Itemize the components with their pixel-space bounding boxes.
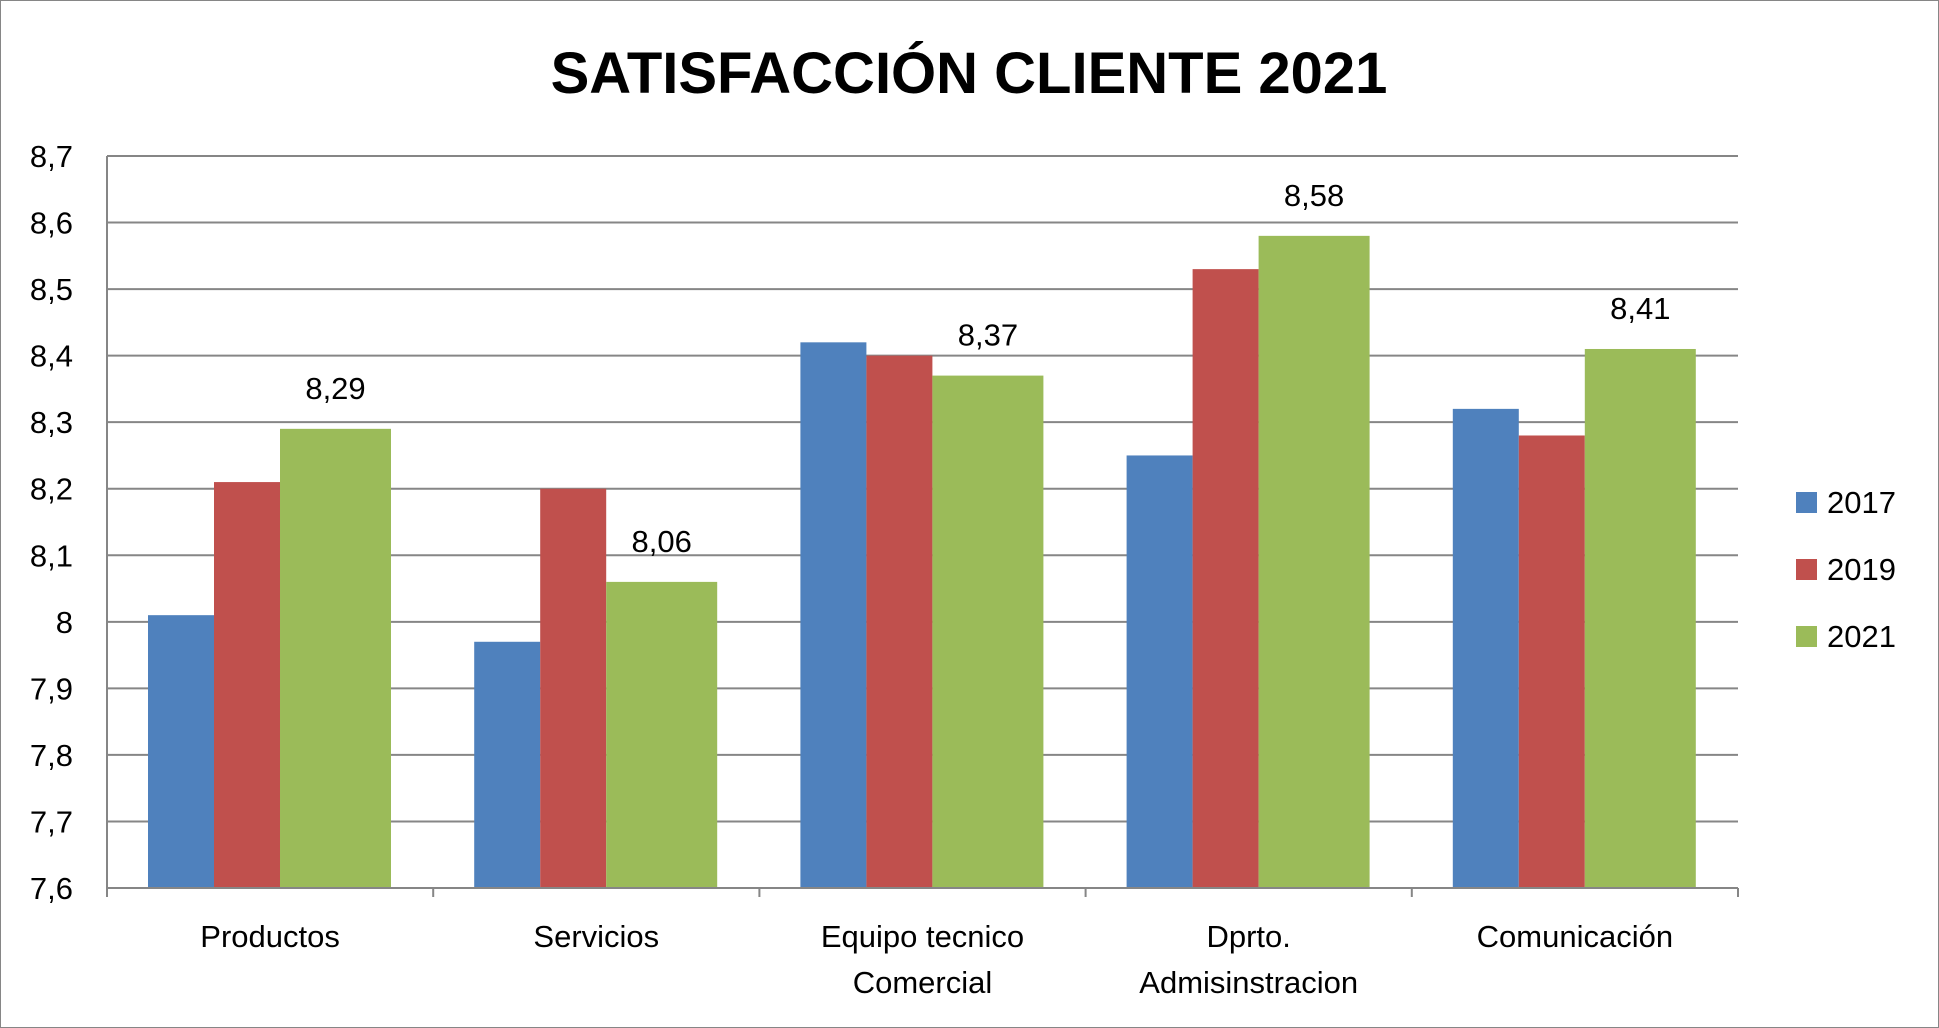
legend: 2017 2019 2021 bbox=[1796, 485, 1896, 654]
bar-2019-3 bbox=[1192, 269, 1259, 888]
y-tick-label: 7,9 bbox=[30, 671, 73, 706]
bar-2017-4 bbox=[1452, 408, 1519, 888]
bar-2019-4 bbox=[1518, 435, 1585, 888]
y-axis-ticks: 7,6 7,7 7,8 7,9 8 8,1 8,2 8,3 8,4 8,5 8,6 8,7 bbox=[30, 139, 73, 906]
x-category-label: Admisinstracion bbox=[1139, 965, 1358, 1000]
y-tick-label: 7,8 bbox=[30, 738, 73, 773]
axes bbox=[106, 156, 1739, 897]
bar-2019-1 bbox=[540, 488, 607, 888]
chart-title: SATISFACCIÓN CLIENTE 2021 bbox=[551, 41, 1388, 106]
x-category-label: Comunicación bbox=[1477, 919, 1673, 954]
x-category-label: Comercial bbox=[853, 965, 993, 1000]
bar-2017-0 bbox=[148, 615, 214, 888]
bar-2017-3 bbox=[1126, 455, 1193, 888]
y-tick-label: 8,6 bbox=[30, 206, 73, 241]
data-label: 8,58 bbox=[1284, 178, 1344, 213]
bar-2019-0 bbox=[214, 482, 280, 888]
x-category-label: Dprto. bbox=[1206, 919, 1290, 954]
x-category-label: Equipo tecnico bbox=[821, 919, 1024, 954]
legend-swatch bbox=[1796, 626, 1817, 647]
bar-2017-2 bbox=[800, 342, 867, 888]
legend-swatch bbox=[1796, 492, 1817, 513]
bar-2021-2 bbox=[932, 375, 1044, 889]
y-tick-label: 8,3 bbox=[30, 405, 73, 440]
x-category-label: Productos bbox=[200, 919, 340, 954]
bar-2021-0 bbox=[280, 428, 391, 888]
legend-label: 2017 bbox=[1827, 485, 1896, 520]
y-tick-label: 8,5 bbox=[30, 272, 73, 307]
data-label: 8,41 bbox=[1610, 291, 1670, 326]
data-label: 8,37 bbox=[958, 318, 1018, 353]
y-tick-label: 8 bbox=[56, 605, 73, 640]
legend-label: 2019 bbox=[1827, 552, 1896, 587]
y-tick-label: 8,2 bbox=[30, 472, 73, 507]
y-tick-label: 7,6 bbox=[30, 871, 73, 906]
x-axis-categories: Productos Servicios Equipo tecnico Comercia… bbox=[200, 919, 1673, 1000]
x-category-label: Servicios bbox=[533, 919, 659, 954]
bar-2021-4 bbox=[1584, 348, 1696, 888]
data-label: 8,06 bbox=[632, 524, 692, 559]
y-tick-label: 8,4 bbox=[30, 339, 73, 374]
data-label: 8,29 bbox=[305, 371, 365, 406]
bars bbox=[148, 235, 1696, 889]
legend-swatch bbox=[1796, 559, 1817, 580]
bar-2019-2 bbox=[866, 355, 933, 888]
bar-2021-1 bbox=[606, 581, 718, 888]
data-labels: 8,29 8,06 8,37 8,58 8,41 bbox=[305, 178, 1670, 559]
bar-2021-3 bbox=[1258, 235, 1370, 888]
bar-2017-1 bbox=[474, 641, 541, 888]
y-tick-label: 8,7 bbox=[30, 139, 73, 174]
y-tick-label: 7,7 bbox=[30, 804, 73, 839]
y-tick-label: 8,1 bbox=[30, 538, 73, 573]
legend-label: 2021 bbox=[1827, 619, 1896, 654]
